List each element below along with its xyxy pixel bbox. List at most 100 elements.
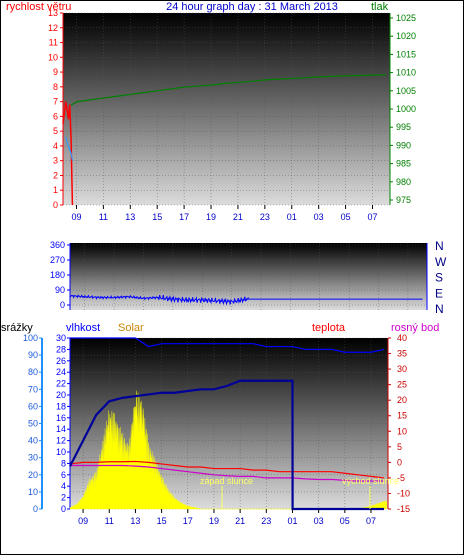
x-tick-label: 15 <box>152 212 162 222</box>
temperature-tick-label: 35 <box>397 349 407 359</box>
humidity-tick-label: 22 <box>56 379 66 389</box>
wind-direction-plot-area <box>70 243 427 310</box>
x-tick-label: 17 <box>183 516 193 526</box>
x-tick-label: 03 <box>314 212 324 222</box>
pressure-tick-label: 975 <box>396 195 411 205</box>
rain-line <box>69 379 385 511</box>
x-tick-label: 11 <box>105 516 114 526</box>
humidity-line <box>70 337 385 353</box>
x-tick-label: 21 <box>233 212 243 222</box>
pressure-tick-label: 1025 <box>396 13 416 23</box>
wind-speed-tick-label: 3 <box>53 156 58 166</box>
wind-gust-line <box>65 136 74 161</box>
degree-tick-label: 360 <box>50 240 65 250</box>
x-tick-label: 15 <box>157 516 167 526</box>
wind-pressure-grid <box>63 12 390 206</box>
degree-tick-label: 270 <box>50 255 65 265</box>
x-tick-label: 07 <box>367 212 377 222</box>
rain-tick-label: 30 <box>28 453 38 463</box>
humidity-tick-label: 12 <box>56 436 66 446</box>
pressure-tick-label: 995 <box>396 122 411 132</box>
humidity-tick-label: 8 <box>61 458 66 468</box>
x-tick-label: 17 <box>179 212 189 222</box>
multi-sensor-series <box>69 337 387 511</box>
temperature-tick-label: 0 <box>397 457 402 467</box>
x-tick-label: 09 <box>71 212 81 222</box>
temperature-tick-label: 10 <box>397 426 407 436</box>
wind-speed-tick-label: 4 <box>53 141 58 151</box>
x-tick-label: 07 <box>366 516 376 526</box>
multi-sensor-x-ticks: 09 11 13 15 17 19 21 23 01 03 05 07 <box>78 509 376 526</box>
wind-speed-tick-label: 12 <box>48 23 58 33</box>
temperature-tick-label: 15 <box>397 411 407 421</box>
temperature-tick-label: -15 <box>397 504 410 514</box>
x-tick-label: 13 <box>125 212 135 222</box>
temperature-tick-label: 20 <box>397 395 407 405</box>
rain-tick-label: 0 <box>33 504 38 514</box>
compass-tick-label: E <box>435 286 443 300</box>
rain-tick-label: 80 <box>28 367 38 377</box>
rain-tick-label: 100 <box>23 333 38 343</box>
x-tick-label: 23 <box>260 212 270 222</box>
humidity-tick-label: 14 <box>56 424 66 434</box>
humidity-tick-label: 30 <box>56 333 66 343</box>
wind-pressure-panel: rychlost větru 24 hour graph day : 31 Ma… <box>6 1 416 222</box>
x-tick-label: 19 <box>209 516 219 526</box>
pressure-line <box>70 74 386 106</box>
sunset-annotation: západ slunce <box>200 476 253 486</box>
wind-direction-noisy-line <box>69 294 249 306</box>
humidity-axis-label: vlhkost <box>66 322 100 334</box>
humidity-tick-label: 0 <box>61 504 66 514</box>
wind-speed-tick-label: 8 <box>53 82 58 92</box>
compass-tick-label: N <box>435 239 444 253</box>
temperature-tick-label: 25 <box>397 380 407 390</box>
temperature-tick-label: -10 <box>397 488 410 498</box>
pressure-tick-label: 1000 <box>396 104 416 114</box>
pressure-ticks: 975 980 985 990 995 1000 1005 1010 1015 1020 1025 <box>389 13 416 205</box>
x-tick-label: 19 <box>206 212 216 222</box>
rain-axis-label: srážky <box>1 322 33 334</box>
humidity-tick-label: 24 <box>56 367 66 377</box>
rain-tick-label: 40 <box>28 436 38 446</box>
degree-tick-label: 0 <box>60 300 65 310</box>
chart-title: 24 hour graph day : 31 March 2013 <box>166 1 338 13</box>
compass-tick-label: N <box>435 302 444 316</box>
rain-tick-label: 90 <box>28 350 38 360</box>
wind-speed-tick-label: 11 <box>49 38 58 48</box>
x-tick-label: 03 <box>314 516 324 526</box>
x-tick-label: 05 <box>340 516 350 526</box>
wind-pressure-x-ticks: 09 11 13 15 17 19 21 23 01 03 05 07 <box>71 205 378 222</box>
rain-tick-label: 60 <box>28 401 38 411</box>
solar-axis-label: Solar <box>118 322 144 334</box>
wind-speed-tick-label: 6 <box>53 111 58 121</box>
temperature-tick-label: 30 <box>397 364 407 374</box>
x-tick-label: 09 <box>78 516 88 526</box>
multi-sensor-panel: srážky vlhkost Solar teplota rosný bod 0… <box>1 322 439 526</box>
wind-pressure-series <box>62 74 386 206</box>
x-tick-label: 21 <box>235 516 245 526</box>
humidity-tick-label: 6 <box>61 470 66 480</box>
rain-ticks: 0 10 20 30 40 50 60 70 80 90 100 <box>23 333 43 514</box>
temperature-tick-label: 40 <box>397 333 407 343</box>
pressure-tick-label: 990 <box>396 140 411 150</box>
temperature-axis-label: teplota <box>312 322 346 334</box>
wind-speed-tick-label: 7 <box>53 97 58 107</box>
temperature-tick-label: 5 <box>397 442 402 452</box>
rain-tick-label: 50 <box>28 419 38 429</box>
x-tick-label: 11 <box>99 212 108 222</box>
pressure-tick-label: 1020 <box>396 31 416 41</box>
humidity-tick-label: 2 <box>61 493 66 503</box>
degree-tick-label: 90 <box>55 285 65 295</box>
wind-speed-tick-label: 0 <box>53 200 58 210</box>
humidity-tick-label: 26 <box>56 356 66 366</box>
compass-tick-label: S <box>435 271 443 285</box>
x-tick-label: 23 <box>261 516 271 526</box>
wind-direction-grid <box>70 243 427 310</box>
humidity-tick-label: 28 <box>56 344 66 354</box>
temperature-ticks: -15 -10 -5 0 5 10 15 20 25 30 35 40 <box>387 333 410 514</box>
dewpoint-axis-label: rosný bod <box>391 322 439 334</box>
